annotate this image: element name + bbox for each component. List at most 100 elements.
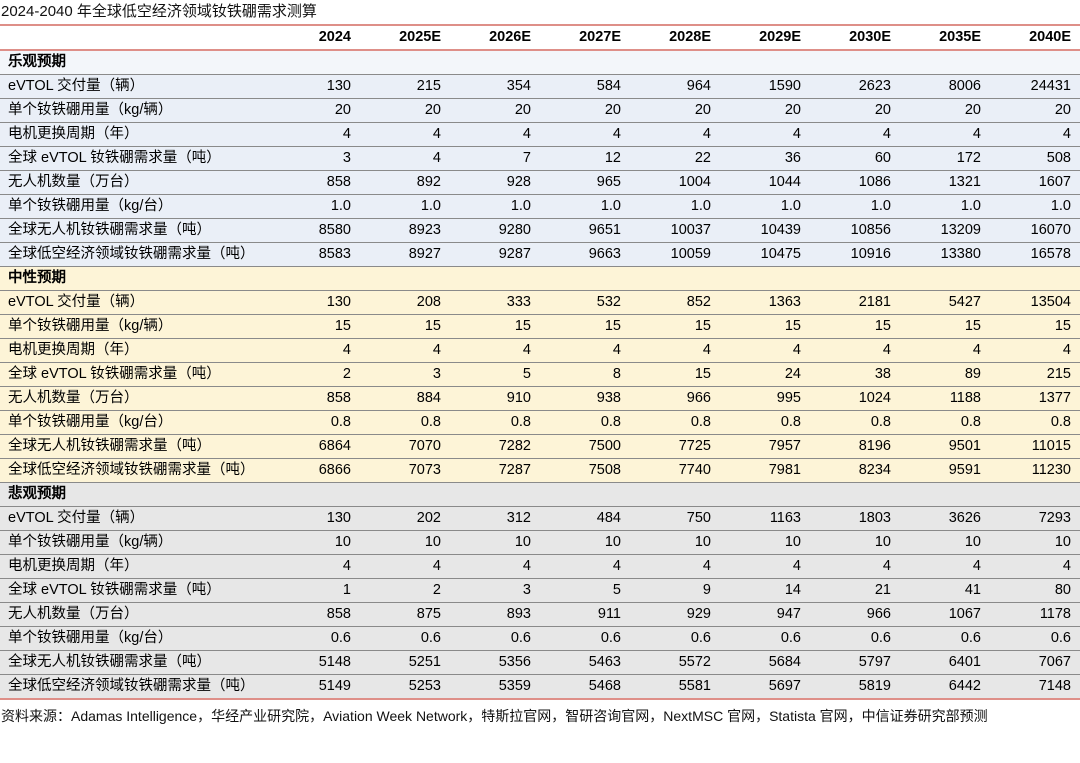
value-cell: 8196: [810, 434, 900, 459]
value-cell: 4: [630, 338, 720, 363]
value-cell: 5: [540, 578, 630, 603]
value-cell: 41: [900, 578, 990, 603]
value-cell: 9591: [900, 458, 990, 483]
value-cell: 9280: [450, 218, 540, 243]
row-label: 无人机数量（万台）: [0, 602, 270, 627]
year-column-header: 2028E: [630, 24, 720, 51]
table-row: 全球无人机钕铁硼需求量（吨） 6864 7070 7282 7500 7725 7957 81…: [0, 434, 1080, 459]
value-cell: 4: [990, 554, 1080, 579]
year-column-header: 2029E: [720, 24, 810, 51]
value-cell: 9: [630, 578, 720, 603]
section-title: 悲观预期: [0, 482, 1080, 507]
table-row: 全球低空经济领域钕铁硼需求量（吨） 8583 8927 9287 9663 10059 10…: [0, 242, 1080, 267]
value-cell: 1.0: [810, 194, 900, 219]
value-cell: 11230: [990, 458, 1080, 483]
value-cell: 0.6: [990, 626, 1080, 651]
table-row: eVTOL 交付量（辆） 130 215 354 584 964 1590 2623 8006 2…: [0, 74, 1080, 99]
value-cell: 8580: [270, 218, 360, 243]
value-cell: 964: [630, 74, 720, 99]
value-cell: 10: [720, 530, 810, 555]
value-cell: 7740: [630, 458, 720, 483]
table-row: 全球无人机钕铁硼需求量（吨） 8580 8923 9280 9651 10037 10439…: [0, 218, 1080, 243]
row-label: 单个钕铁硼用量（kg/辆）: [0, 98, 270, 123]
section-header-row: 中性预期: [0, 266, 1080, 291]
year-column-header: 2040E: [990, 24, 1080, 51]
value-cell: 1188: [900, 386, 990, 411]
value-cell: 16578: [990, 242, 1080, 267]
value-cell: 0.6: [900, 626, 990, 651]
value-cell: 3: [360, 362, 450, 387]
row-label: 单个钕铁硼用量（kg/台）: [0, 626, 270, 651]
year-column-header: 2026E: [450, 24, 540, 51]
value-cell: 995: [720, 386, 810, 411]
value-cell: 1.0: [720, 194, 810, 219]
value-cell: 6864: [270, 434, 360, 459]
value-cell: 4: [270, 122, 360, 147]
value-cell: 9501: [900, 434, 990, 459]
value-cell: 4: [630, 554, 720, 579]
section-title: 中性预期: [0, 266, 1080, 291]
section-title: 乐观预期: [0, 50, 1080, 75]
value-cell: 3626: [900, 506, 990, 531]
value-cell: 911: [540, 602, 630, 627]
row-label: 全球无人机钕铁硼需求量（吨）: [0, 434, 270, 459]
value-cell: 0.8: [900, 410, 990, 435]
value-cell: 215: [360, 74, 450, 99]
value-cell: 4: [540, 122, 630, 147]
value-cell: 24: [720, 362, 810, 387]
value-cell: 966: [810, 602, 900, 627]
table-row: 无人机数量（万台） 858 892 928 965 1004 1044 1086 1321 160…: [0, 170, 1080, 195]
value-cell: 20: [450, 98, 540, 123]
value-cell: 7500: [540, 434, 630, 459]
value-cell: 5463: [540, 650, 630, 675]
row-label: 全球低空经济领域钕铁硼需求量（吨）: [0, 674, 270, 700]
value-cell: 7725: [630, 434, 720, 459]
row-label: eVTOL 交付量（辆）: [0, 74, 270, 99]
row-label: 全球无人机钕铁硼需求量（吨）: [0, 218, 270, 243]
value-cell: 4: [630, 122, 720, 147]
table-row: eVTOL 交付量（辆） 130 208 333 532 852 1363 2181 5427 1…: [0, 290, 1080, 315]
value-cell: 0.6: [270, 626, 360, 651]
value-cell: 9663: [540, 242, 630, 267]
value-cell: 910: [450, 386, 540, 411]
demand-table: 2024 2025E 2026E 2027E 2028E 2029E 2030E 2035E 2…: [0, 24, 1080, 700]
value-cell: 8927: [360, 242, 450, 267]
value-cell: 750: [630, 506, 720, 531]
value-cell: 4: [720, 122, 810, 147]
value-cell: 7981: [720, 458, 810, 483]
value-cell: 4: [360, 146, 450, 171]
value-cell: 10856: [810, 218, 900, 243]
value-cell: 508: [990, 146, 1080, 171]
value-cell: 893: [450, 602, 540, 627]
value-cell: 11015: [990, 434, 1080, 459]
value-cell: 929: [630, 602, 720, 627]
value-cell: 16070: [990, 218, 1080, 243]
value-cell: 20: [540, 98, 630, 123]
value-cell: 7148: [990, 674, 1080, 700]
value-cell: 858: [270, 170, 360, 195]
value-cell: 10: [630, 530, 720, 555]
table-body: 乐观预期 eVTOL 交付量（辆） 130 215 354 584 964 1590 2623 8…: [0, 50, 1080, 700]
value-cell: 2: [270, 362, 360, 387]
value-cell: 5819: [810, 674, 900, 700]
value-cell: 20: [720, 98, 810, 123]
value-cell: 10: [900, 530, 990, 555]
value-cell: 4: [360, 122, 450, 147]
value-cell: 7293: [990, 506, 1080, 531]
value-cell: 1044: [720, 170, 810, 195]
value-cell: 2181: [810, 290, 900, 315]
value-cell: 20: [990, 98, 1080, 123]
value-cell: 1.0: [360, 194, 450, 219]
row-label: 单个钕铁硼用量（kg/台）: [0, 410, 270, 435]
value-cell: 1.0: [900, 194, 990, 219]
value-cell: 7067: [990, 650, 1080, 675]
value-cell: 4: [360, 338, 450, 363]
value-cell: 4: [720, 338, 810, 363]
year-column-header: 2035E: [900, 24, 990, 51]
value-cell: 0.6: [540, 626, 630, 651]
value-cell: 15: [630, 314, 720, 339]
value-cell: 0.8: [450, 410, 540, 435]
value-cell: 928: [450, 170, 540, 195]
value-cell: 8583: [270, 242, 360, 267]
value-cell: 1.0: [270, 194, 360, 219]
